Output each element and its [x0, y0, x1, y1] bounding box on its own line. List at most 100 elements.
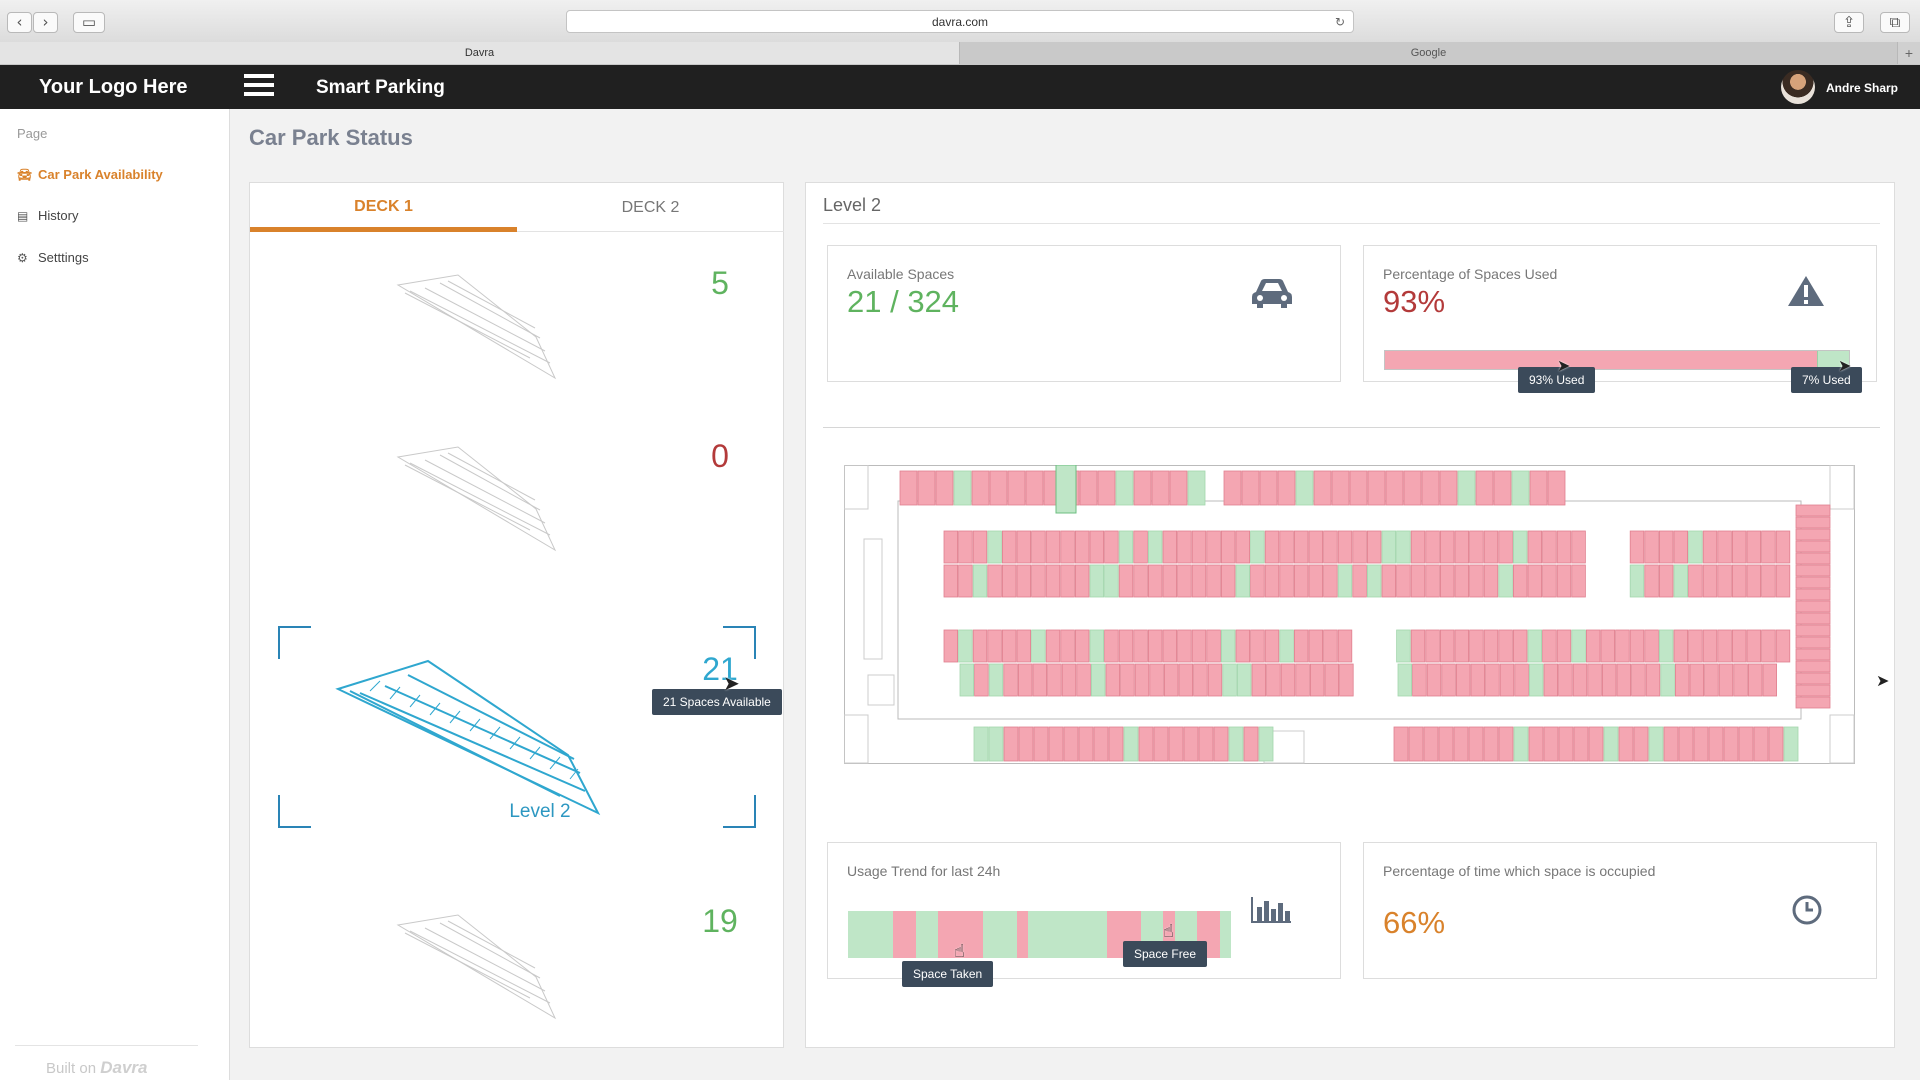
- parking-space[interactable]: [1761, 564, 1776, 598]
- parking-space[interactable]: [1133, 564, 1148, 598]
- parking-space[interactable]: [1768, 726, 1784, 762]
- parking-space[interactable]: [987, 530, 1002, 564]
- parking-space[interactable]: [1633, 726, 1649, 762]
- browser-tab-davra[interactable]: Davra: [0, 42, 960, 64]
- parking-space[interactable]: [1410, 564, 1426, 598]
- parking-space[interactable]: [1093, 726, 1109, 762]
- parking-space[interactable]: [1045, 530, 1061, 564]
- parking-space[interactable]: [1702, 629, 1718, 663]
- parking-space[interactable]: [1060, 564, 1075, 598]
- trend-segment-taken[interactable]: [960, 911, 972, 958]
- parking-space[interactable]: [1243, 726, 1259, 762]
- parking-space[interactable]: [1153, 726, 1169, 762]
- parking-space[interactable]: [1499, 663, 1515, 697]
- trend-segment-free[interactable]: [1005, 911, 1017, 958]
- trend-segment-free[interactable]: [870, 911, 882, 958]
- parking-space[interactable]: [1514, 663, 1529, 697]
- parking-space[interactable]: [1558, 726, 1574, 762]
- parking-space[interactable]: [1513, 564, 1528, 598]
- level-row-3-selected[interactable]: 21: [250, 651, 785, 816]
- parking-space[interactable]: [1280, 663, 1296, 697]
- usage-trend-timeline[interactable]: [848, 911, 1232, 958]
- trend-segment-free[interactable]: [881, 911, 894, 958]
- parking-space[interactable]: [1717, 564, 1732, 598]
- parking-space[interactable]: [1408, 726, 1424, 762]
- parking-space[interactable]: [1403, 470, 1422, 506]
- parking-space[interactable]: [1556, 564, 1572, 598]
- parking-space[interactable]: [1149, 663, 1164, 697]
- parking-space[interactable]: [1762, 663, 1778, 697]
- parking-space[interactable]: [1047, 663, 1062, 697]
- parking-space[interactable]: [1631, 663, 1646, 697]
- parking-space[interactable]: [1717, 530, 1732, 564]
- parking-space[interactable]: [1441, 663, 1456, 697]
- parking-space[interactable]: [1483, 530, 1499, 564]
- parking-space[interactable]: [1425, 564, 1440, 598]
- parking-space[interactable]: [1177, 564, 1192, 598]
- parking-space[interactable]: [1718, 663, 1734, 697]
- parking-space[interactable]: [1123, 726, 1139, 762]
- parking-space[interactable]: [1468, 726, 1484, 762]
- parking-space[interactable]: [1241, 470, 1260, 506]
- parking-space[interactable]: [1795, 576, 1831, 589]
- parking-space[interactable]: [1381, 564, 1397, 598]
- parking-space[interactable]: [1615, 629, 1630, 663]
- parking-space[interactable]: [1475, 470, 1494, 506]
- parking-space[interactable]: [1308, 564, 1324, 598]
- trend-segment-free[interactable]: [1073, 911, 1085, 958]
- parking-space[interactable]: [1223, 470, 1242, 506]
- parking-space[interactable]: [1648, 726, 1664, 762]
- trend-segment-free[interactable]: [983, 911, 995, 958]
- parking-space[interactable]: [1393, 726, 1409, 762]
- parking-space[interactable]: [988, 726, 1004, 762]
- parking-space[interactable]: [1163, 663, 1179, 697]
- forward-arrow-icon[interactable]: ›: [33, 12, 58, 33]
- parking-space[interactable]: [1410, 530, 1426, 564]
- parking-space[interactable]: [1542, 530, 1557, 564]
- parking-space[interactable]: [1293, 629, 1309, 663]
- parking-space[interactable]: [1571, 629, 1586, 663]
- parking-space[interactable]: [1795, 540, 1831, 553]
- parking-space[interactable]: [1007, 470, 1026, 506]
- parking-space[interactable]: [1542, 564, 1557, 598]
- parking-space[interactable]: [1133, 470, 1152, 506]
- parking-space[interactable]: [1748, 663, 1763, 697]
- parking-space[interactable]: [1147, 564, 1163, 598]
- parking-space[interactable]: [1115, 470, 1134, 506]
- parking-space[interactable]: [1031, 530, 1046, 564]
- reload-icon[interactable]: ↻: [1334, 15, 1345, 29]
- parking-space[interactable]: [1134, 663, 1150, 697]
- parking-space[interactable]: [1423, 726, 1439, 762]
- parking-space[interactable]: [1644, 530, 1659, 564]
- parking-space[interactable]: [943, 564, 959, 598]
- parking-space[interactable]: [1193, 663, 1208, 697]
- parking-space[interactable]: [1250, 530, 1265, 564]
- parking-space[interactable]: [959, 663, 975, 697]
- parking-space[interactable]: [1198, 726, 1214, 762]
- parking-space[interactable]: [1207, 663, 1223, 697]
- parking-space[interactable]: [1586, 629, 1601, 663]
- parking-space[interactable]: [1542, 629, 1557, 663]
- parking-space[interactable]: [1264, 629, 1280, 663]
- parking-space[interactable]: [958, 564, 973, 598]
- parking-space[interactable]: [1337, 530, 1353, 564]
- parking-space[interactable]: [958, 629, 973, 663]
- trend-segment-taken[interactable]: [1197, 911, 1209, 958]
- parking-space[interactable]: [973, 726, 989, 762]
- trend-segment-free[interactable]: [994, 911, 1006, 958]
- parking-space[interactable]: [1079, 470, 1098, 506]
- parking-space[interactable]: [1412, 663, 1427, 697]
- trend-segment-free[interactable]: [1174, 911, 1186, 958]
- parking-space[interactable]: [1295, 663, 1310, 697]
- parking-space[interactable]: [1616, 663, 1632, 697]
- parking-space[interactable]: [1527, 564, 1543, 598]
- parking-space[interactable]: [1629, 564, 1645, 598]
- parking-space[interactable]: [1169, 470, 1188, 506]
- parking-space[interactable]: [1089, 530, 1105, 564]
- parking-space[interactable]: [1498, 530, 1513, 564]
- share-icon[interactable]: ⇪: [1834, 12, 1864, 33]
- trend-segment-taken[interactable]: [1163, 911, 1175, 958]
- parking-space[interactable]: [1206, 629, 1221, 663]
- trend-segment-free[interactable]: [915, 911, 927, 958]
- parking-space[interactable]: [1104, 530, 1119, 564]
